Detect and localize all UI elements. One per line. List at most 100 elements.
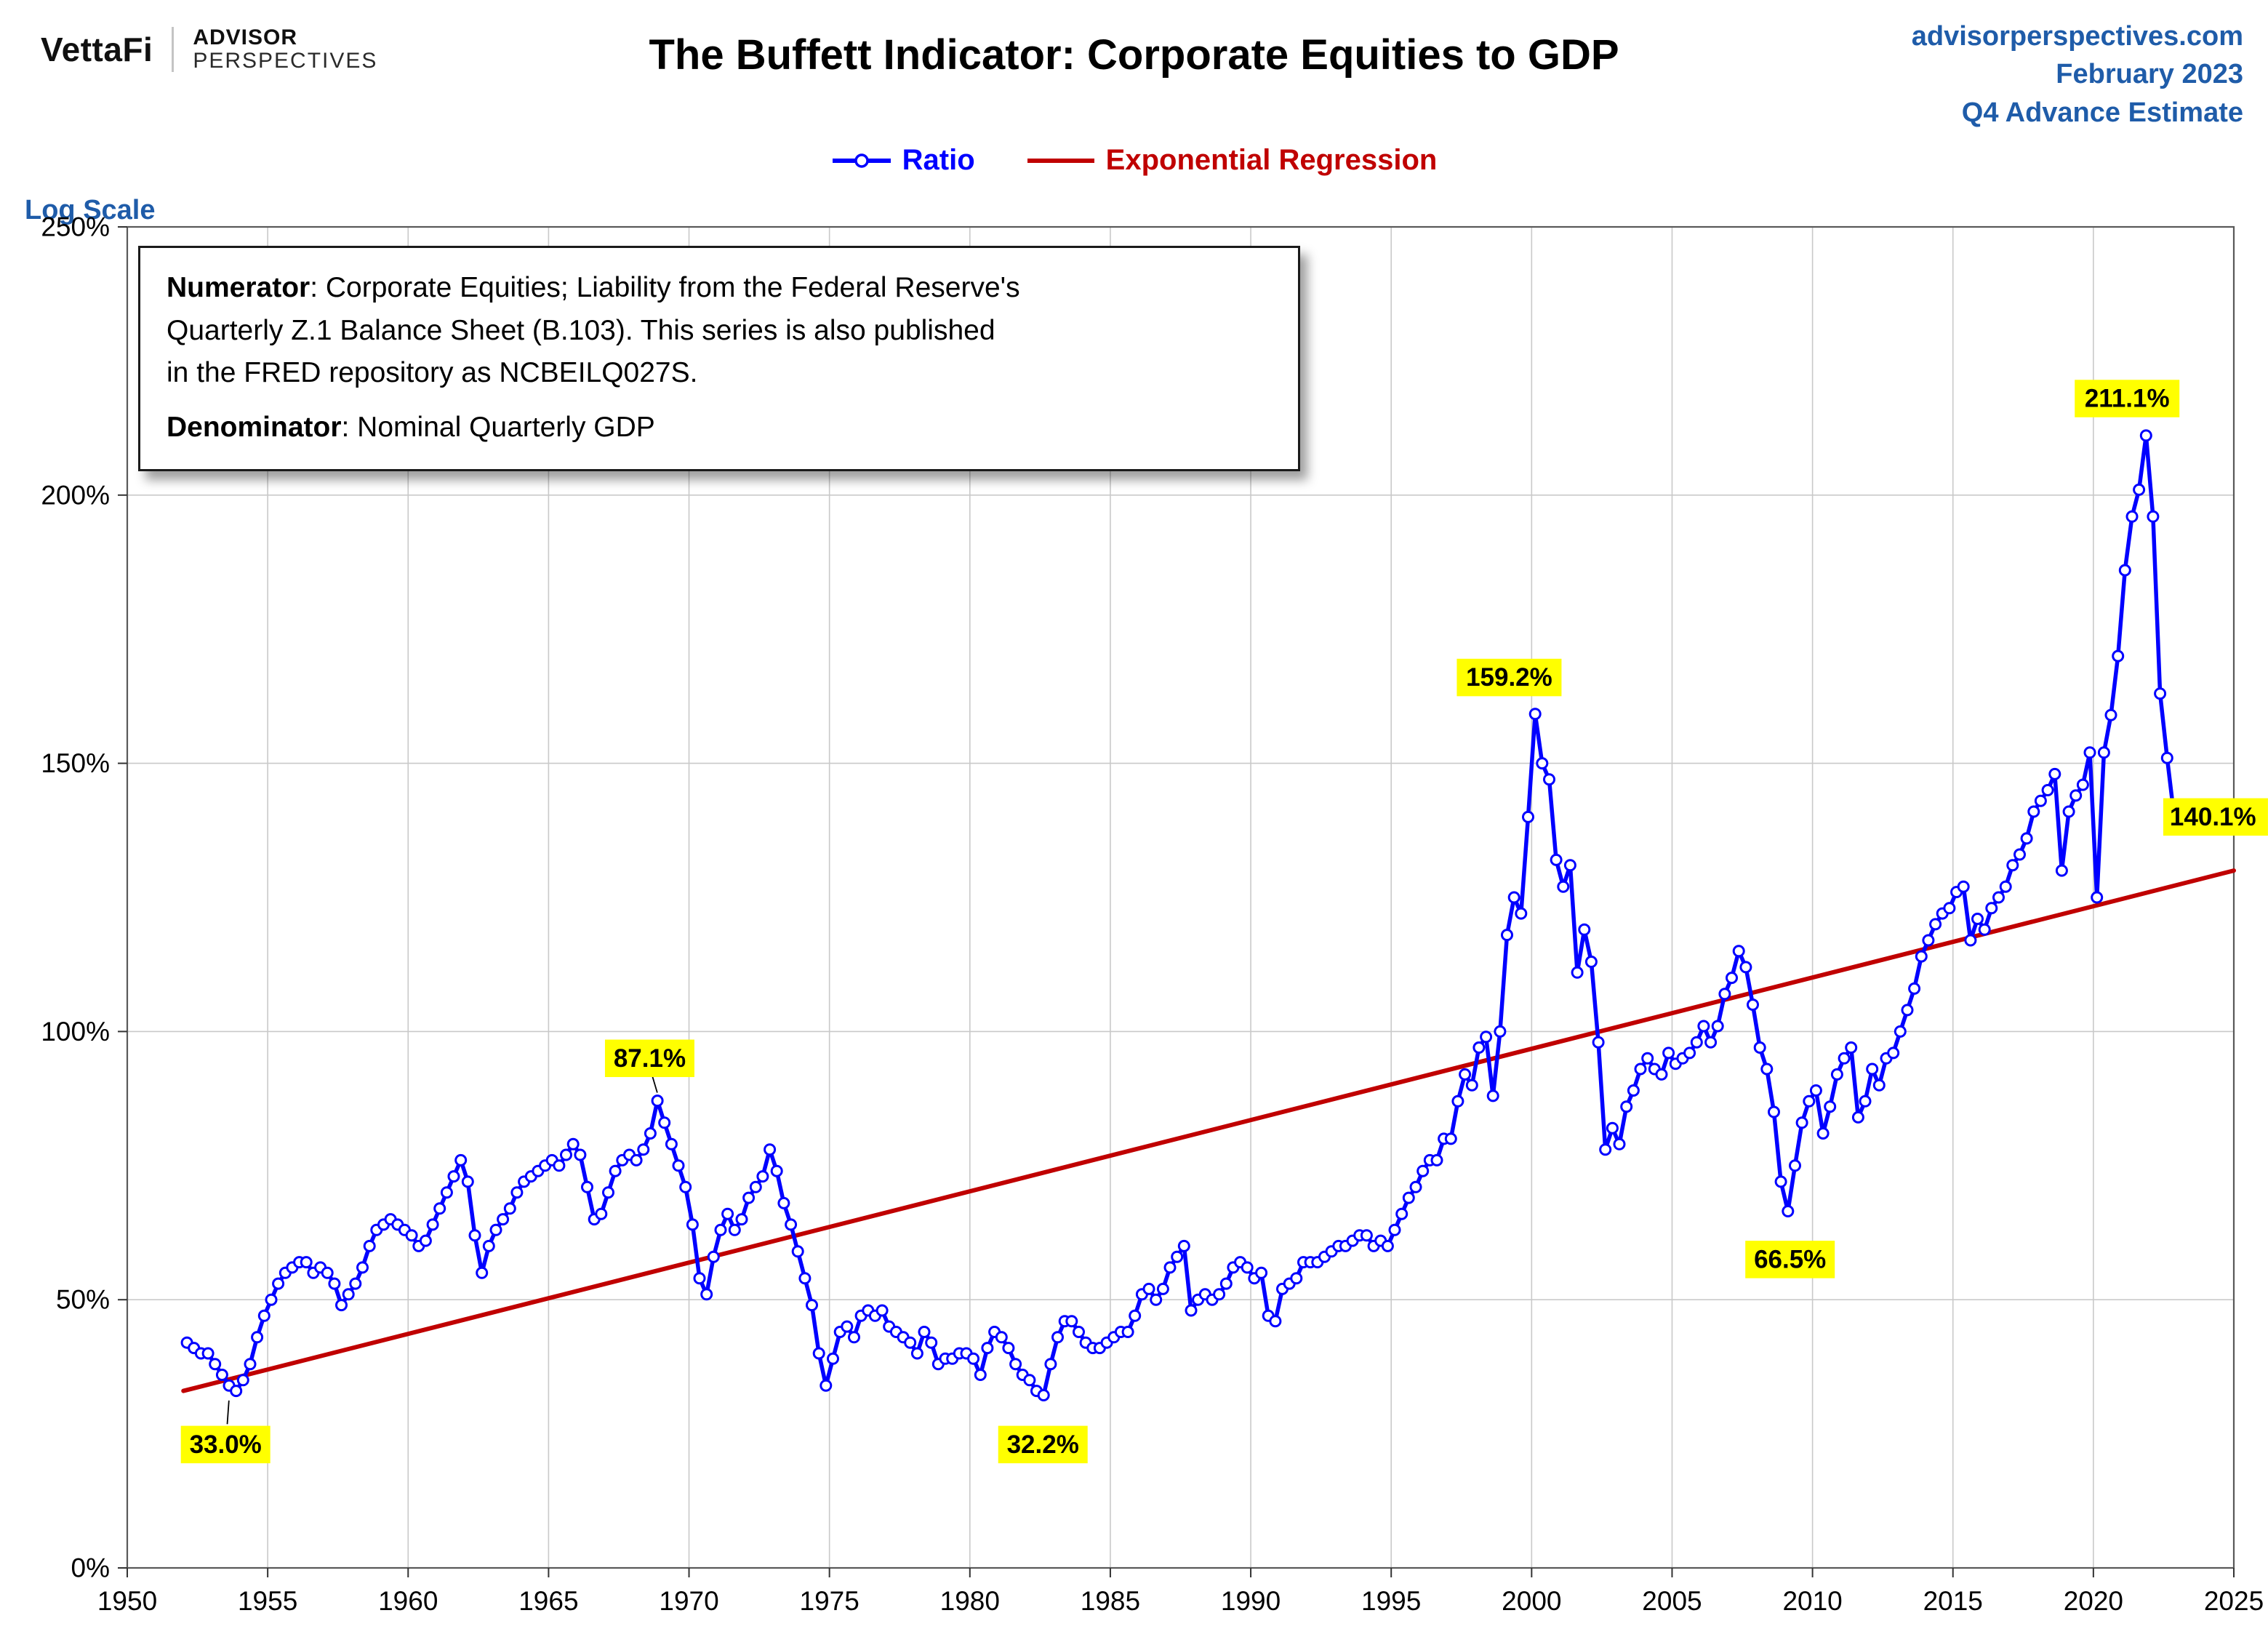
ratio-marker: [1465, 1078, 1478, 1092]
ratio-marker: [1838, 1052, 1851, 1065]
ratio-marker: [566, 1137, 580, 1150]
x-axis-label: 1970: [659, 1586, 718, 1616]
ratio-marker: [335, 1299, 348, 1312]
ratio-marker: [1964, 934, 1977, 947]
ratio-marker: [476, 1266, 489, 1279]
ratio-marker: [1494, 1025, 1507, 1038]
ratio-marker: [728, 1223, 741, 1236]
ratio-marker: [1809, 1084, 1822, 1097]
annotation-value-label: 140.1%: [2170, 803, 2256, 831]
ratio-marker: [1563, 859, 1576, 872]
vettafi-logo: VettaFi: [41, 30, 153, 68]
ratio-marker: [1943, 902, 1956, 915]
ratio-marker: [651, 1094, 664, 1108]
ratio-marker: [1627, 1084, 1640, 1097]
ratio-marker: [1451, 1094, 1464, 1108]
regression-line: [181, 868, 2236, 1393]
ratio-marker: [1866, 1062, 1879, 1076]
ratio-marker: [1185, 1304, 1198, 1317]
ratio-marker: [1718, 988, 1731, 1001]
ratio-marker: [1584, 956, 1598, 968]
ratio-marker: [791, 1245, 804, 1258]
ratio-marker: [1430, 1153, 1443, 1166]
ratio-marker: [1830, 1068, 1843, 1081]
source-note-box: Numerator: Corporate Equities; Liability…: [138, 246, 1300, 471]
ratio-marker: [707, 1250, 720, 1263]
ratio-marker: [1543, 773, 1555, 786]
ratio-marker: [2020, 832, 2033, 845]
annotation-connector: [226, 1400, 230, 1425]
ratio-marker: [1599, 1143, 1612, 1156]
ratio-marker: [1444, 1132, 1457, 1145]
ratio-marker: [1887, 1046, 1900, 1060]
ratio-marker: [1219, 1277, 1233, 1290]
annotation-value-label: 33.0%: [190, 1430, 262, 1459]
ratio-marker: [630, 1153, 643, 1166]
ratio-marker: [2041, 784, 2054, 796]
ratio-marker: [1859, 1094, 1872, 1108]
log-scale-label: Log Scale: [25, 195, 156, 225]
ratio-marker: [1747, 998, 1759, 1011]
ratio-marker: [2069, 789, 2083, 802]
y-axis-label: 50%: [56, 1285, 110, 1315]
ratio-marker: [2112, 649, 2125, 663]
ratio-marker: [637, 1143, 650, 1156]
ratio-marker: [1634, 1062, 1647, 1076]
ratio-marker: [1009, 1358, 1022, 1371]
ratio-marker: [2118, 564, 2131, 577]
ratio-marker: [201, 1347, 215, 1360]
ratio-marker: [363, 1239, 376, 1252]
ratio-marker: [426, 1218, 439, 1231]
ratio-marker: [209, 1358, 222, 1371]
ratio-marker: [1388, 1223, 1401, 1236]
ratio-marker: [1417, 1164, 1430, 1177]
ratio-marker: [1739, 961, 1752, 974]
ratio-marker: [1774, 1175, 1787, 1188]
ratio-marker: [2091, 891, 2104, 904]
annotation-highlight: [2163, 798, 2268, 836]
ratio-marker: [2139, 429, 2152, 442]
ratio-marker: [1922, 934, 1935, 947]
ratio-marker: [812, 1347, 825, 1360]
x-axis-label: 2005: [1642, 1586, 1702, 1616]
ratio-marker: [1816, 1127, 1830, 1140]
annotation-value-label: 159.2%: [1466, 663, 1552, 692]
ratio-marker: [215, 1369, 228, 1381]
x-axis-label: 2000: [1502, 1586, 1561, 1616]
ratio-marker: [468, 1229, 481, 1242]
ratio-marker: [1171, 1250, 1184, 1263]
annotation-value-label: 66.5%: [1754, 1245, 1826, 1273]
site-link[interactable]: advisorperspectives.com: [1911, 21, 2243, 52]
ratio-marker: [1290, 1272, 1303, 1285]
annotation-highlight: [180, 1425, 271, 1464]
ratio-marker: [510, 1186, 524, 1199]
ratio-marker: [1409, 1180, 1422, 1193]
ratio-marker: [1655, 1068, 1668, 1081]
ratio-marker: [721, 1207, 734, 1220]
ratio-marker: [2104, 708, 2117, 721]
ratio-marker: [1999, 880, 2012, 893]
numerator-note: Numerator: Corporate Equities; Liability…: [167, 272, 1020, 303]
advisor-logo-line1: ADVISOR: [193, 25, 298, 49]
ratio-marker: [1459, 1068, 1472, 1081]
ratio-marker: [1515, 907, 1528, 920]
ratio-marker: [2055, 864, 2068, 877]
ratio-marker: [679, 1180, 692, 1193]
x-axis-label: 2015: [1923, 1586, 1983, 1616]
brand-divider: [172, 26, 175, 72]
ratio-marker: [503, 1202, 516, 1215]
ratio-marker: [230, 1385, 243, 1398]
estimate-label: Q4 Advance Estimate: [1961, 97, 2243, 128]
legend-label-regression: Exponential Regression: [1105, 144, 1438, 176]
ratio-marker: [2048, 767, 2061, 780]
ratio-marker: [1620, 1100, 1633, 1113]
ratio-marker: [560, 1148, 572, 1161]
ratio-marker: [1662, 1046, 1675, 1060]
ratio-marker: [1177, 1239, 1190, 1252]
ratio-marker: [497, 1213, 510, 1226]
ratio-marker: [2133, 483, 2146, 496]
ratio-marker: [841, 1320, 854, 1333]
regression-line-icon: [1027, 158, 1094, 163]
ratio-marker: [489, 1223, 502, 1236]
